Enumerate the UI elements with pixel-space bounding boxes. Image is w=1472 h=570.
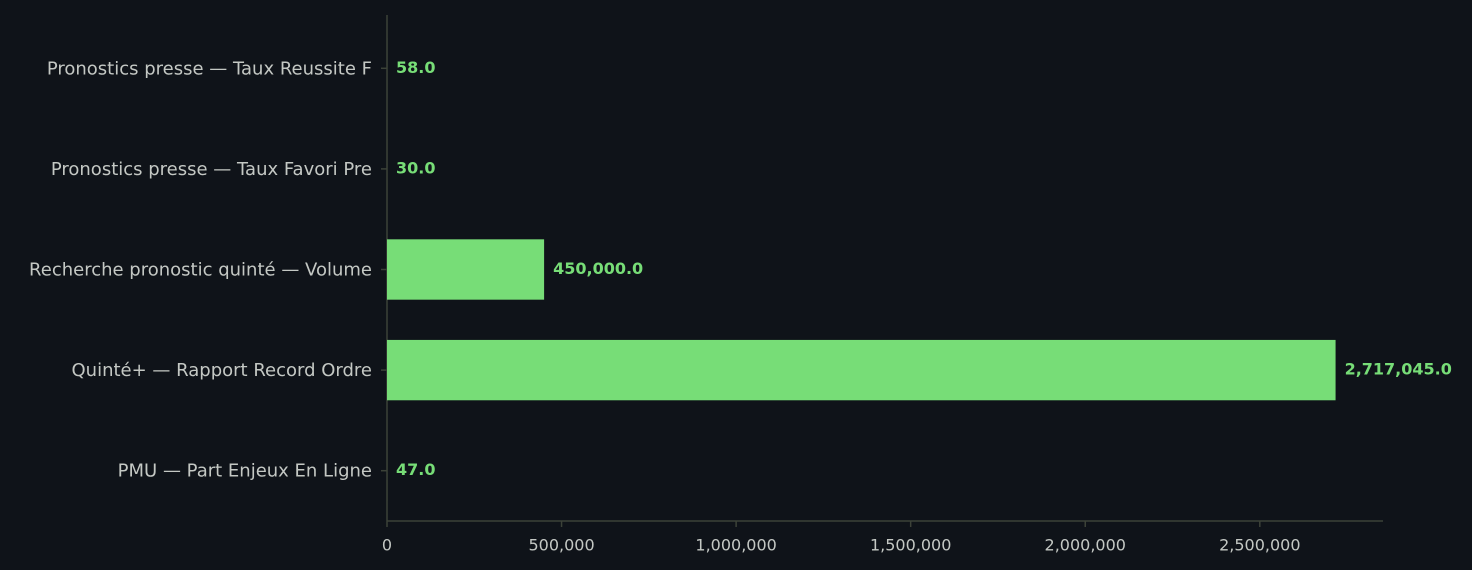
- value-label: 58.0: [396, 58, 435, 77]
- x-tick-label: 1,500,000: [870, 536, 951, 555]
- y-tick-label: Pronostics presse — Taux Favori Pre: [51, 159, 372, 180]
- x-tick-label: 1,000,000: [695, 536, 776, 555]
- y-tick-label: PMU — Part Enjeux En Ligne: [118, 461, 372, 482]
- x-tick-label: 0: [382, 536, 392, 555]
- value-label: 2,717,045.0: [1345, 360, 1452, 379]
- y-tick-label: Quinté+ — Rapport Record Ordre: [72, 360, 373, 381]
- y-tick-label: Recherche pronostic quinté — Volume: [29, 260, 372, 281]
- bar: [387, 339, 1336, 401]
- value-label: 30.0: [396, 158, 435, 177]
- value-label: 450,000.0: [553, 259, 643, 278]
- y-tick-label: Pronostics presse — Taux Reussite F: [47, 58, 372, 79]
- x-tick-label: 2,500,000: [1219, 536, 1300, 555]
- value-label: 47.0: [396, 460, 435, 479]
- x-tick-label: 500,000: [528, 536, 594, 555]
- bar: [387, 239, 545, 300]
- x-tick-label: 2,000,000: [1045, 536, 1126, 555]
